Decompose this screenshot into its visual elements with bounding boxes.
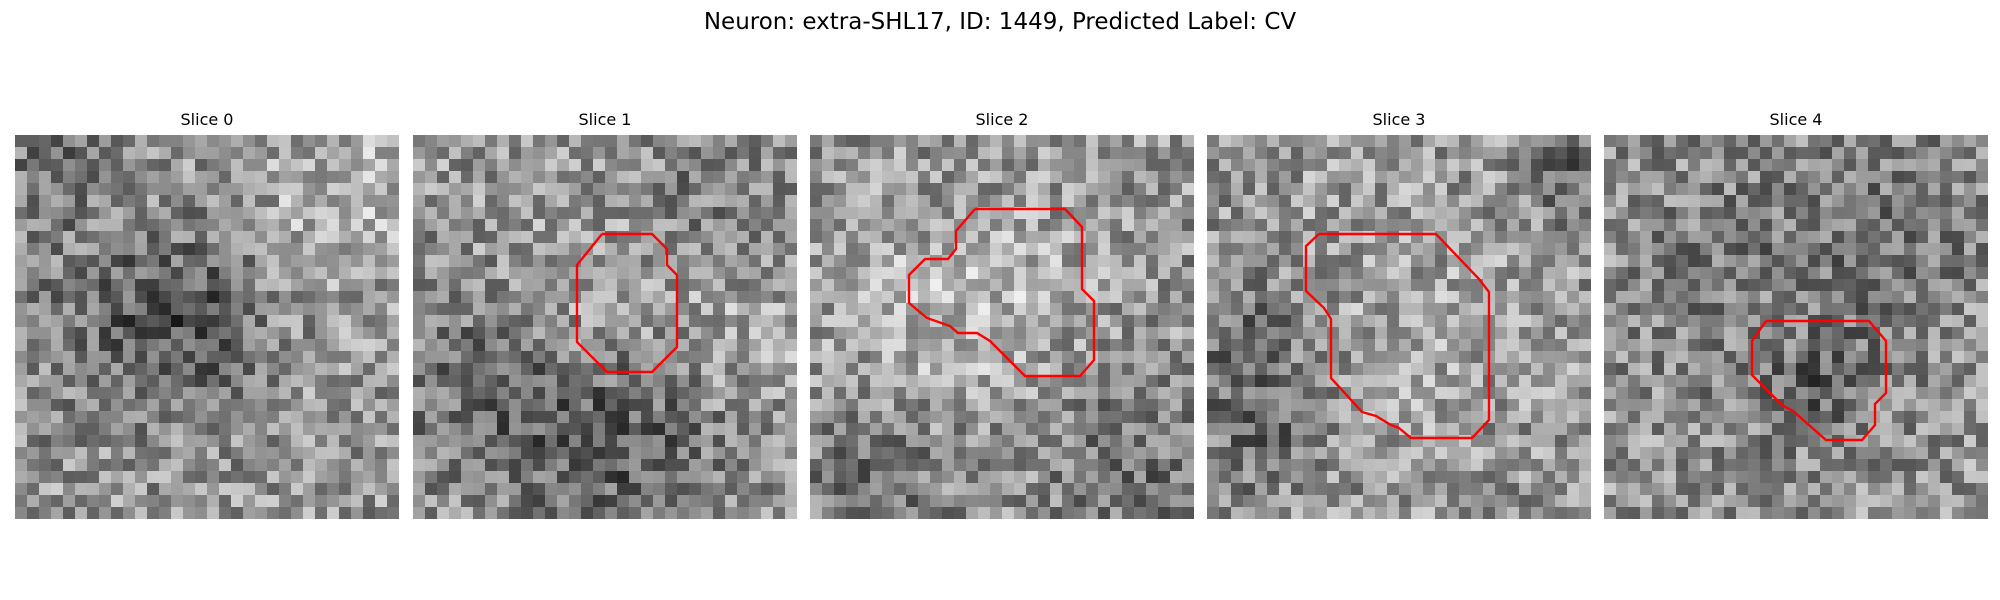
slice-title-4: Slice 4: [1769, 110, 1823, 129]
figure-title: Neuron: extra-SHL17, ID: 1449, Predicted…: [703, 9, 1297, 35]
slice-title-0: Slice 0: [180, 110, 234, 129]
slice-image-3: [1207, 135, 1591, 519]
slice-image-0: [15, 135, 399, 519]
slice-title-2: Slice 2: [975, 110, 1029, 129]
slice-title-3: Slice 3: [1372, 110, 1426, 129]
roi-outline-3: [1304, 232, 1491, 440]
slice-image-2: [810, 135, 1194, 519]
roi-outline-1: [575, 232, 679, 374]
roi-outline-2: [907, 207, 1096, 378]
slice-image-1: [413, 135, 797, 519]
roi-outline-4: [1750, 319, 1888, 442]
slice-title-1: Slice 1: [578, 110, 632, 129]
slice-image-4: [1604, 135, 1988, 519]
